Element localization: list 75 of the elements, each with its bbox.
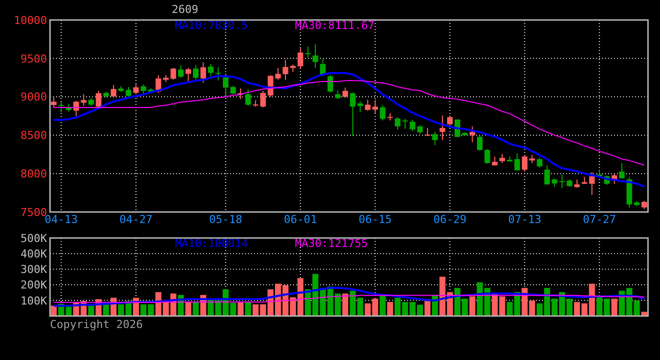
text: MA30:8111.67 — [295, 19, 374, 32]
candlestick — [50, 96, 57, 108]
x-tick-label: 07-27 — [582, 213, 616, 226]
candlestick — [58, 102, 64, 113]
y-tick-label: 10000 — [14, 14, 47, 27]
candlestick — [619, 162, 625, 180]
candlestick — [394, 116, 400, 130]
bar — [380, 296, 386, 316]
y-tick-label: 8500 — [20, 129, 47, 142]
candlestick — [298, 48, 304, 70]
y-tick-label: 100K — [20, 294, 48, 308]
y-tick-label: 400K — [20, 247, 48, 260]
candlestick — [200, 62, 206, 84]
text: Copyright 2026 — [50, 318, 143, 331]
candlestick — [402, 118, 408, 130]
candlestick — [96, 90, 102, 108]
candlestick — [364, 99, 370, 112]
x-tick-label: 06-29 — [433, 213, 466, 226]
candlestick — [170, 67, 176, 80]
chart-title: 2609 — [172, 3, 198, 16]
candlestick — [110, 84, 116, 98]
candlestick — [80, 94, 86, 106]
candlestick — [140, 84, 146, 95]
bar — [245, 302, 252, 316]
x-tick-label: 07-13 — [508, 213, 542, 226]
candlestick — [432, 131, 438, 146]
candlestick — [440, 115, 446, 141]
bar — [185, 302, 192, 316]
y-tick-label: 9500 — [20, 52, 47, 66]
y-tick-label: 500K — [20, 232, 48, 245]
bar — [88, 306, 94, 316]
candlestick — [342, 87, 348, 98]
bar — [469, 296, 476, 316]
bar — [192, 302, 199, 316]
candlestick — [305, 46, 311, 58]
candlestick — [312, 44, 318, 68]
y-tick-label: 9000 — [20, 90, 47, 104]
line-series — [53, 294, 645, 303]
x-tick-label: 04-27 — [119, 213, 153, 226]
bar — [387, 302, 394, 316]
candlestick — [245, 88, 251, 106]
y-tick-label: 200K — [20, 278, 48, 292]
bar — [103, 304, 110, 316]
bar — [342, 294, 348, 316]
candlestick — [185, 67, 192, 82]
candlestick — [215, 66, 221, 81]
candlestick — [380, 104, 386, 121]
text: MA10:108014 — [175, 237, 248, 250]
candlestick — [178, 64, 184, 78]
candlestick — [387, 112, 393, 121]
line-series — [52, 286, 646, 307]
candlestick — [357, 100, 364, 113]
x-tick-label: 05-18 — [209, 213, 242, 226]
candlestick — [192, 64, 199, 80]
candlestick — [133, 84, 139, 95]
bar — [238, 302, 244, 316]
candlestick — [484, 148, 490, 164]
candlestick — [536, 157, 542, 168]
candlestick — [208, 64, 214, 77]
text: MA30:121755 — [295, 237, 368, 250]
candlestick — [350, 92, 356, 137]
y-tick-label: 8000 — [20, 167, 47, 180]
candlestick — [328, 74, 334, 94]
text: MA10:7830.5 — [175, 19, 248, 32]
x-tick-label: 06-15 — [358, 213, 392, 226]
candlestick — [514, 152, 520, 171]
y-tick-label: 300K — [20, 263, 48, 276]
x-tick-label: 06-01 — [284, 213, 317, 226]
candlestick — [544, 164, 550, 185]
bar — [611, 298, 618, 316]
line-series — [53, 80, 645, 166]
candlestick — [522, 154, 528, 172]
candlestick — [477, 134, 483, 152]
candlestick — [222, 74, 228, 96]
candlestick — [372, 99, 378, 114]
